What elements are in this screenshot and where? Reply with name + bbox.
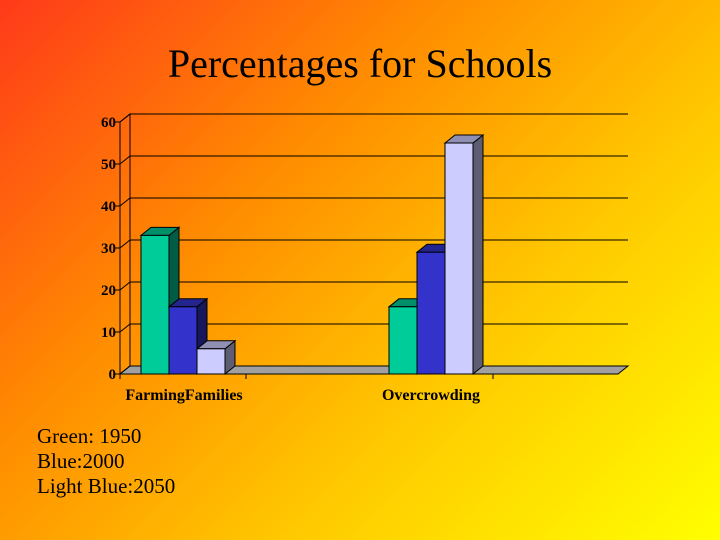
slide-title: Percentages for Schools: [167, 41, 553, 86]
bar: [196, 348, 226, 375]
gridline-depth: [119, 323, 131, 333]
bars: [139, 133, 485, 376]
category-label: FarmingFamilies: [125, 387, 242, 404]
note-green-1950: Green: 1950: [37, 424, 142, 448]
bar-side: [472, 133, 484, 376]
gridlines: [119, 113, 628, 375]
note-light-blue-2050: Light Blue:2050: [37, 474, 176, 498]
gridline-depth: [119, 113, 131, 123]
gridline-depth: [119, 197, 131, 207]
y-tick-label: 30: [101, 241, 116, 257]
gridline-depth: [119, 239, 131, 249]
y-tick-label: 0: [109, 367, 117, 383]
gridline-depth: [119, 155, 131, 165]
y-tick-label: 60: [101, 115, 116, 131]
bar: [416, 251, 446, 375]
y-tick-labels: 0 10 20 30 40 50 60: [101, 115, 116, 383]
bar: [140, 234, 170, 375]
y-tick-label: 50: [101, 157, 116, 173]
series-year-notes: Green: 1950 Blue:2000 Light Blue:2050: [37, 424, 175, 499]
y-tick-label: 40: [101, 199, 116, 215]
gridline-depth: [119, 365, 131, 375]
bar: [168, 306, 198, 375]
bar: [388, 306, 418, 375]
category-label: Overcrowding: [382, 387, 480, 404]
category-labels: FarmingFamilies Overcrowding: [125, 387, 480, 404]
gridline-depth: [119, 281, 131, 291]
note-blue-2000: Blue:2000: [37, 449, 125, 473]
bar: [444, 142, 474, 375]
y-tick-label: 20: [101, 283, 116, 299]
y-tick-label: 10: [101, 325, 116, 341]
